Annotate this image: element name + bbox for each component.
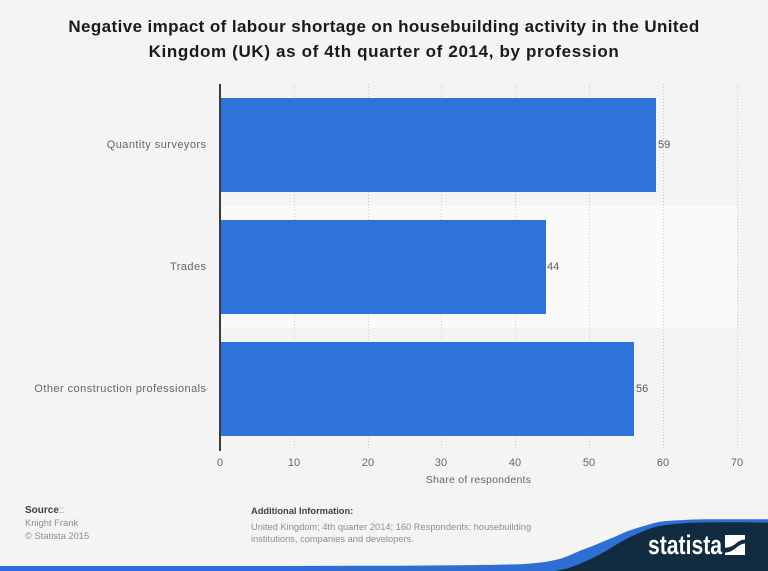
svg-text:statista: statista (648, 530, 723, 560)
